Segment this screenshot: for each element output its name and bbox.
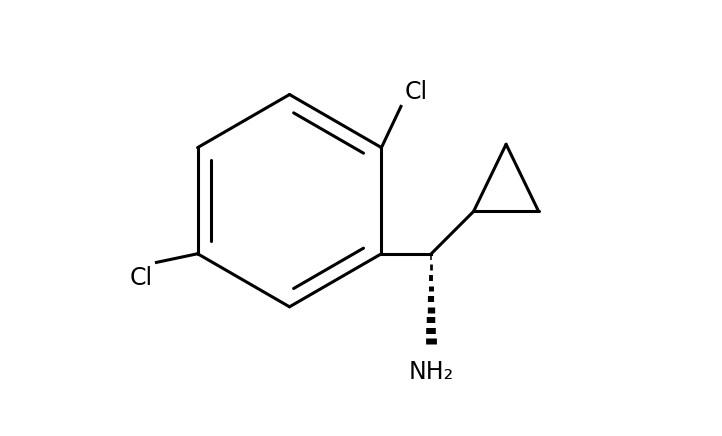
Text: Cl: Cl (130, 266, 153, 290)
Text: Cl: Cl (404, 80, 427, 104)
Text: NH₂: NH₂ (409, 360, 454, 384)
